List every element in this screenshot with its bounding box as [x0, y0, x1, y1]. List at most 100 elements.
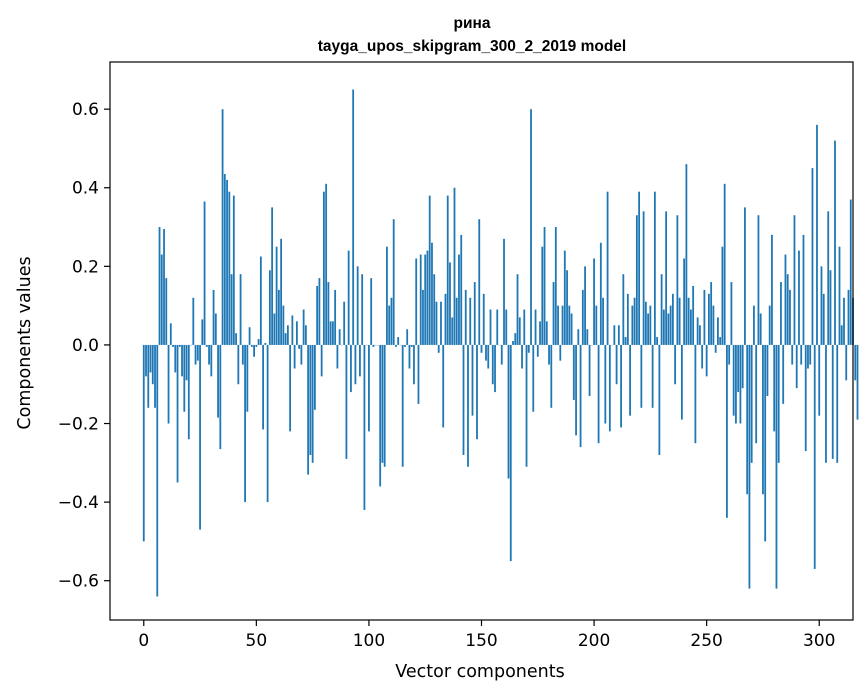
bar [174, 344, 177, 373]
bar [172, 344, 174, 347]
bar [773, 344, 776, 432]
bar [595, 305, 598, 345]
bar [449, 262, 451, 345]
bar [147, 344, 150, 408]
bar [622, 274, 625, 345]
bar [460, 234, 463, 345]
bar [359, 344, 361, 377]
bar [464, 289, 467, 345]
x-axis-label: Vector components [395, 662, 564, 682]
bar [386, 246, 388, 345]
bar [289, 344, 292, 432]
bar [192, 297, 195, 345]
bar [534, 309, 537, 345]
bar [455, 297, 458, 345]
bar [635, 215, 638, 345]
bar [404, 344, 406, 347]
bar [570, 313, 573, 345]
bar [629, 344, 631, 416]
bar [685, 164, 688, 345]
bar [813, 344, 816, 569]
bar [275, 246, 278, 345]
bar [194, 344, 197, 365]
bar [469, 297, 472, 345]
bar [417, 344, 420, 404]
bar [775, 344, 778, 589]
bar [505, 309, 508, 345]
bar [480, 344, 483, 353]
bar [350, 344, 352, 393]
bar [284, 333, 287, 345]
bar [329, 321, 332, 345]
bar [471, 344, 474, 416]
bar [811, 168, 814, 345]
bar [300, 344, 303, 365]
bar [721, 246, 724, 345]
bar-series [142, 89, 859, 597]
bar [581, 289, 584, 345]
bar [518, 317, 521, 345]
bar [525, 344, 528, 467]
bar [156, 344, 159, 597]
bar [856, 344, 859, 420]
bar [208, 344, 210, 365]
bar [322, 191, 325, 345]
bar [467, 344, 469, 467]
bar [169, 323, 172, 345]
bar [834, 140, 836, 345]
bar [259, 256, 262, 345]
bar [586, 329, 589, 345]
bar [304, 325, 307, 345]
bar [660, 274, 663, 345]
bar [388, 305, 391, 345]
bar [221, 109, 224, 345]
bar [232, 195, 235, 345]
bar [836, 344, 839, 463]
bar [410, 344, 413, 347]
bar [662, 309, 665, 345]
bar [253, 344, 255, 357]
bar [786, 274, 789, 345]
bar [699, 325, 701, 345]
bar [458, 254, 460, 345]
bar [165, 278, 168, 345]
bar [437, 344, 440, 353]
bar [212, 289, 215, 345]
bar [352, 89, 355, 345]
bar [577, 329, 580, 345]
bar [307, 344, 310, 475]
bar [273, 313, 276, 345]
bar [532, 344, 535, 412]
bar [313, 344, 316, 410]
bar [514, 333, 517, 345]
y-tick-label: −0.4 [58, 493, 99, 513]
bar [183, 344, 186, 412]
y-tick-label: 0.2 [72, 257, 99, 277]
bar [214, 313, 217, 345]
bar [167, 344, 170, 424]
x-axis-ticks: 0 50 100 150 200 250 300 [138, 620, 835, 651]
bar [730, 282, 733, 345]
bar [282, 305, 285, 345]
bar [151, 344, 154, 385]
bar [325, 183, 328, 345]
bar [626, 293, 629, 345]
bar [692, 285, 695, 345]
bar [615, 344, 618, 385]
bar [566, 270, 568, 345]
bar [408, 344, 411, 369]
bar [854, 344, 857, 381]
bar [217, 344, 219, 418]
bar [559, 344, 562, 361]
bar [145, 344, 147, 377]
bar [489, 309, 492, 345]
bar [291, 315, 294, 345]
bar [539, 321, 541, 345]
bar [185, 344, 188, 381]
bar [507, 344, 510, 479]
bar [766, 344, 769, 397]
bar [160, 254, 163, 345]
bar [771, 234, 773, 345]
bar [257, 339, 260, 345]
bar [422, 289, 424, 345]
